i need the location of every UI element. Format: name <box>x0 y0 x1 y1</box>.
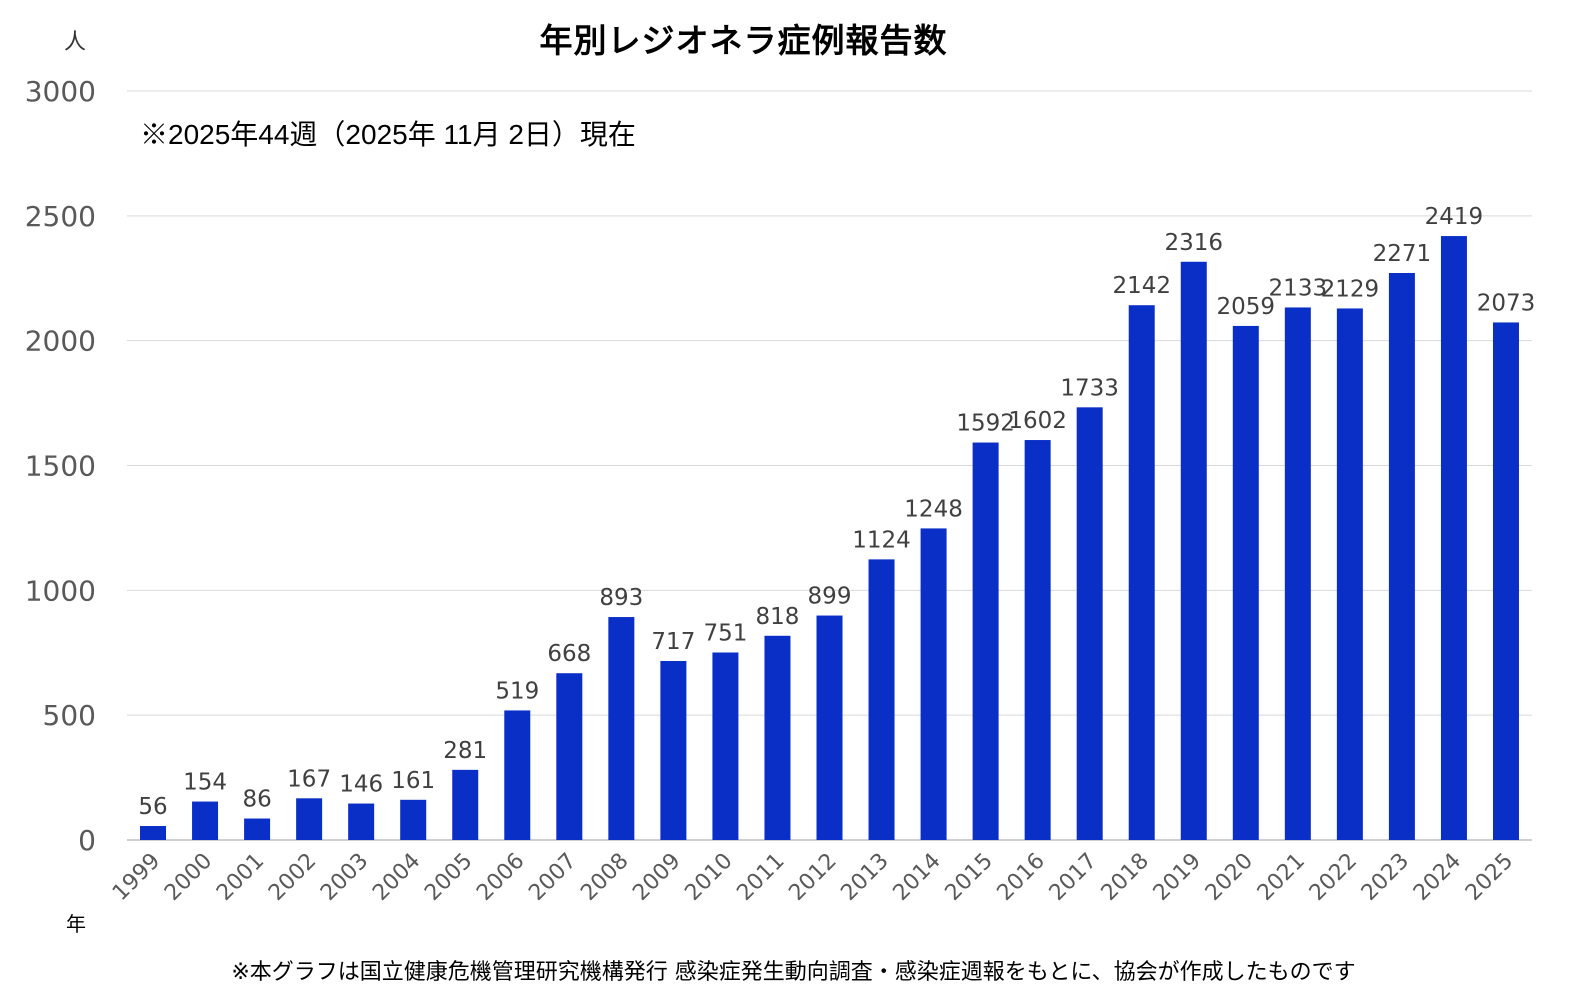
data-label: 893 <box>599 585 643 611</box>
data-label: 717 <box>651 629 695 655</box>
data-label: 1592 <box>956 411 1015 437</box>
data-label: 751 <box>703 621 747 647</box>
data-label: 2059 <box>1217 294 1276 320</box>
chart-title: 年別レジオネラ症例報告数 <box>539 21 948 60</box>
bar <box>764 635 791 840</box>
x-tick-label: 2007 <box>524 849 581 906</box>
bar <box>920 528 947 840</box>
bar <box>1284 307 1311 840</box>
bar <box>556 673 583 840</box>
data-label: 1124 <box>852 527 911 553</box>
data-label: 519 <box>495 678 539 704</box>
x-tick-label: 2011 <box>732 849 789 906</box>
data-label: 2073 <box>1477 290 1536 316</box>
x-tick-label: 2012 <box>784 849 841 906</box>
data-label: 281 <box>443 738 487 764</box>
bar <box>400 799 427 840</box>
bar <box>244 818 271 840</box>
bar <box>348 803 375 840</box>
x-tick-label: 2009 <box>628 849 685 906</box>
data-label: 154 <box>183 770 227 796</box>
x-tick-label: 2001 <box>212 849 269 906</box>
y-tick-label: 1500 <box>25 450 96 483</box>
bar <box>192 801 219 840</box>
bar <box>1388 273 1415 841</box>
x-tick-label: 2021 <box>1253 849 1310 906</box>
x-tick-label: 2005 <box>420 849 477 906</box>
y-tick-label: 2500 <box>25 200 96 233</box>
bar <box>140 826 167 840</box>
x-tick-label: 2020 <box>1201 849 1258 906</box>
x-tick-label: 2004 <box>368 849 425 906</box>
data-label: 86 <box>242 787 271 813</box>
x-tick-label: 2002 <box>264 849 321 906</box>
data-label: 2129 <box>1321 276 1380 302</box>
bar <box>1076 407 1103 840</box>
bar <box>296 798 323 840</box>
y-tick-label: 3000 <box>25 75 96 108</box>
bar <box>1336 308 1363 840</box>
bar <box>1440 236 1467 840</box>
x-tick-label: 2017 <box>1045 849 1102 906</box>
bar <box>608 617 635 840</box>
bar <box>1180 261 1207 841</box>
bar <box>712 652 739 840</box>
bar <box>1492 322 1519 840</box>
x-tick-label: 2014 <box>889 849 946 906</box>
data-label: 818 <box>756 604 800 630</box>
data-label: 2133 <box>1269 275 1328 301</box>
y-tick-label: 1000 <box>25 574 96 607</box>
x-tick-label: 2008 <box>576 849 633 906</box>
data-label: 161 <box>391 768 435 794</box>
chart-annotation: ※2025年44週（2025年 11月 2日）現在 <box>140 119 636 150</box>
data-label: 56 <box>138 794 167 820</box>
x-tick-label: 2003 <box>316 849 373 906</box>
x-tick-label: 1999 <box>108 849 165 906</box>
x-tick-label: 2018 <box>1097 849 1154 906</box>
data-label: 1248 <box>904 496 963 522</box>
x-tick-label: 2025 <box>1461 849 1518 906</box>
x-tick-label: 2023 <box>1357 849 1414 906</box>
data-label: 2271 <box>1373 241 1432 267</box>
data-label: 146 <box>339 772 383 798</box>
x-axis-unit-label: 年 <box>66 912 86 936</box>
y-axis-unit-label: 人 <box>64 30 87 55</box>
x-tick-label: 2013 <box>837 849 894 906</box>
bar <box>972 442 999 840</box>
x-tick-label: 2010 <box>680 849 737 906</box>
bar <box>816 615 843 840</box>
data-label: 1602 <box>1008 408 1067 434</box>
data-label: 2419 <box>1425 204 1484 230</box>
x-tick-label: 2016 <box>993 849 1050 906</box>
x-tick-label: 2015 <box>941 849 998 906</box>
data-label: 899 <box>808 584 852 610</box>
bar <box>1128 305 1155 840</box>
bar <box>1232 325 1259 840</box>
data-label: 668 <box>547 641 591 667</box>
y-tick-label: 2000 <box>25 325 96 358</box>
chart-footnote: ※本グラフは国立健康危機管理研究機構発行 感染症発生動向調査・感染症週報をもとに… <box>231 960 1356 985</box>
x-tick-label: 2019 <box>1149 849 1206 906</box>
x-tick-label: 2000 <box>160 849 217 906</box>
x-tick-label: 2024 <box>1409 849 1466 906</box>
y-tick-label: 500 <box>43 699 96 732</box>
data-label: 1733 <box>1060 375 1119 401</box>
bar <box>1024 440 1051 840</box>
bar <box>452 769 479 840</box>
x-tick-label: 2006 <box>472 849 529 906</box>
y-tick-label: 0 <box>78 824 96 857</box>
data-label: 2142 <box>1112 273 1171 299</box>
bar <box>660 660 687 840</box>
x-tick-label: 2022 <box>1305 849 1362 906</box>
data-label: 167 <box>287 766 331 792</box>
bar <box>504 710 531 840</box>
data-label: 2316 <box>1164 230 1223 256</box>
bar <box>868 559 895 840</box>
